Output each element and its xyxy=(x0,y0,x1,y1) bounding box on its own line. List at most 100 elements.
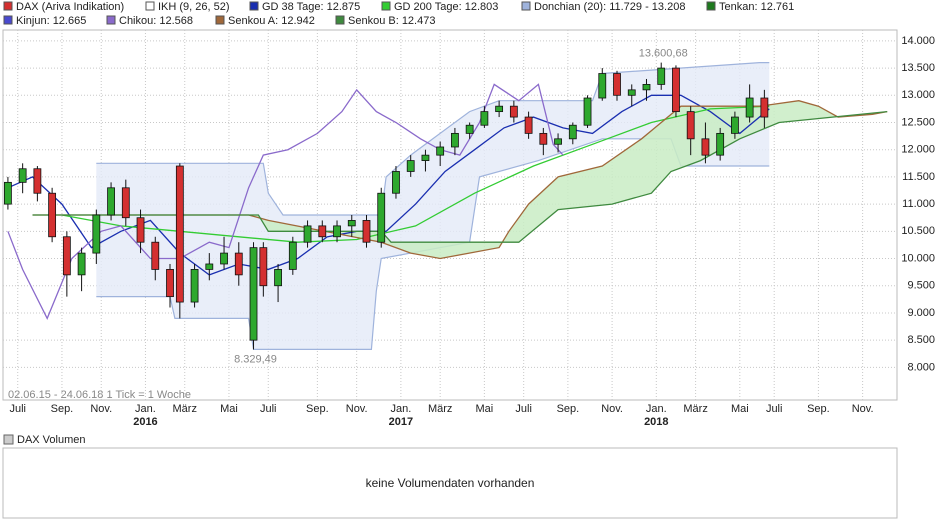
y-tick-label: 9.000 xyxy=(907,307,935,319)
candle-body xyxy=(107,187,115,216)
candle-body xyxy=(33,168,42,194)
y-tick-label: 12.000 xyxy=(901,144,935,156)
candle-body xyxy=(657,67,666,85)
y-tick-label: 8.000 xyxy=(907,361,935,373)
legend-swatch xyxy=(3,1,13,11)
x-tick-label: Mai xyxy=(476,403,494,415)
x-tick-label: Sep. xyxy=(51,403,74,415)
x-tick-label: Sep. xyxy=(807,403,830,415)
candle-body xyxy=(136,217,145,243)
candle-body xyxy=(220,252,228,265)
x-tick-label: Juli xyxy=(766,403,783,415)
candle-body xyxy=(151,241,160,270)
x-tick-label: März xyxy=(428,403,452,415)
annotation: 8.329,49 xyxy=(234,353,277,365)
legend-swatch xyxy=(335,15,345,25)
candle-body xyxy=(347,220,356,227)
legend-label: Tenkan: 12.761 xyxy=(719,1,794,13)
x-tick-label: Nov. xyxy=(90,403,112,415)
y-tick-label: 9.500 xyxy=(907,280,935,292)
indicator-line xyxy=(7,83,564,320)
legend-swatch xyxy=(381,1,391,11)
candle-body xyxy=(583,97,592,126)
candle-body xyxy=(392,171,400,194)
candle-body xyxy=(288,241,297,270)
x-tick-label: Mai xyxy=(731,403,749,415)
legend-swatch xyxy=(706,1,716,11)
candle-body xyxy=(716,132,725,156)
candle-body xyxy=(421,154,430,161)
candle-body xyxy=(234,252,243,276)
candle-body xyxy=(495,105,504,113)
volume-frame xyxy=(2,447,898,519)
x-tick-label: Juli xyxy=(260,403,277,415)
x-tick-label: Sep. xyxy=(557,403,580,415)
candle-body xyxy=(539,132,548,145)
x-year-label: 2016 xyxy=(133,416,157,428)
candle-body xyxy=(62,236,71,276)
candle-body xyxy=(249,247,258,341)
candle-body xyxy=(205,263,214,270)
x-tick-label: Nov. xyxy=(346,403,368,415)
candle-body xyxy=(760,97,769,118)
candle-body xyxy=(4,181,12,205)
y-tick-label: 11.500 xyxy=(902,171,935,183)
y-tick-label: 13.000 xyxy=(901,89,935,101)
candle-body xyxy=(92,214,101,254)
x-tick-label: Nov. xyxy=(601,403,623,415)
legend-swatch xyxy=(521,1,531,11)
candle-body xyxy=(480,111,489,126)
volume-legend-swatch xyxy=(3,434,14,445)
legend-swatch xyxy=(145,1,155,11)
x-tick-label: Juli xyxy=(515,403,532,415)
candle-body xyxy=(554,138,562,145)
x-year-label: 2018 xyxy=(644,416,668,428)
ichimoku-cloud xyxy=(32,100,888,259)
legend-label: Chikou: 12.568 xyxy=(119,15,193,27)
candle-body xyxy=(465,124,474,134)
candle-body xyxy=(672,67,680,113)
y-tick-label: 10.000 xyxy=(901,252,935,264)
candle-body xyxy=(568,124,577,140)
candle-body xyxy=(598,73,607,99)
x-tick-label: Jan. xyxy=(646,403,667,415)
candle-body xyxy=(686,111,695,140)
range-note: 02.06.15 - 24.06.18 1 Tick = 1 Woche xyxy=(8,389,191,401)
x-tick-label: Juli xyxy=(9,403,26,415)
annotation: 13.600,68 xyxy=(639,48,688,60)
y-tick-label: 11.000 xyxy=(902,198,935,210)
x-tick-label: Jan. xyxy=(390,403,411,415)
candle-body xyxy=(175,165,184,303)
x-tick-label: Nov. xyxy=(852,403,874,415)
candle-body xyxy=(274,269,282,287)
candle-body xyxy=(642,84,651,91)
y-tick-label: 14.000 xyxy=(901,35,935,47)
x-tick-label: Jan. xyxy=(135,403,156,415)
candle-body xyxy=(701,138,710,156)
candle-body xyxy=(745,97,754,118)
candle-body xyxy=(166,269,174,298)
legend-label: Senkou B: 12.473 xyxy=(348,15,435,27)
candle-body xyxy=(731,116,739,134)
x-year-label: 2017 xyxy=(389,416,413,428)
candle-body xyxy=(377,192,386,243)
legend-label: Donchian (20): 11.729 - 13.208 xyxy=(534,1,685,13)
x-tick-label: März xyxy=(173,403,197,415)
x-tick-label: Mai xyxy=(220,403,238,415)
volume-message: keine Volumendaten vorhanden xyxy=(366,476,535,490)
y-tick-label: 10.500 xyxy=(901,225,935,237)
candle-body xyxy=(18,168,27,183)
legend-label: GD 200 Tage: 12.803 xyxy=(394,1,498,13)
volume-legend: DAX Volumen xyxy=(17,434,85,446)
y-tick-label: 8.500 xyxy=(907,334,935,346)
legend-label: GD 38 Tage: 12.875 xyxy=(262,1,360,13)
candle-body xyxy=(121,187,130,219)
candle-body xyxy=(190,269,199,303)
x-tick-label: Sep. xyxy=(306,403,329,415)
candle-body xyxy=(451,132,459,148)
candle-body xyxy=(406,160,415,172)
indicator-line xyxy=(7,94,770,276)
legend-swatch xyxy=(3,15,13,25)
candle-body xyxy=(77,252,86,276)
